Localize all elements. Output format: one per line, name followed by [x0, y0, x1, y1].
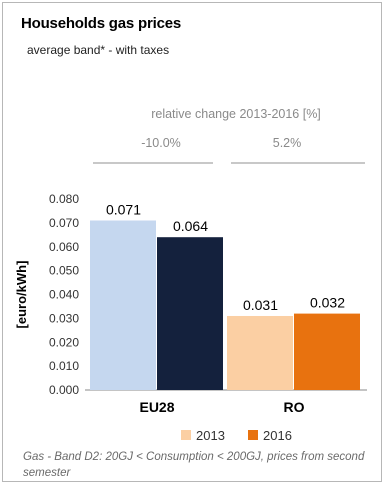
bar-eu28-2016 — [157, 237, 223, 390]
bar-ro-2016 — [294, 313, 360, 390]
chart-subtitle: average band* - with taxes — [27, 43, 170, 57]
footnote: Gas - Band D2: 20GJ < Consumption < 200G… — [23, 451, 365, 479]
bar-ro-2013 — [227, 315, 293, 390]
legend-swatch — [248, 430, 258, 440]
y-tick-label: 0.040 — [49, 288, 79, 302]
relative-change-eu28: -10.0% — [141, 136, 181, 150]
y-axis-label: [euro/kWh] — [14, 261, 29, 329]
y-tick-label: 0.000 — [49, 383, 79, 397]
legend-label: 2016 — [263, 428, 292, 443]
data-label: 0.031 — [243, 297, 278, 313]
bar-chart: 0.000 0.010 0.020 0.030 0.040 0.050 0.060 0.070… — [14, 192, 367, 443]
y-tick-label: 0.060 — [49, 240, 79, 254]
y-tick-label: 0.030 — [49, 311, 79, 325]
x-tick-label: RO — [284, 399, 305, 415]
y-tick-label: 0.010 — [49, 359, 79, 373]
data-label: 0.071 — [106, 201, 141, 217]
y-tick-label: 0.070 — [49, 216, 79, 230]
relative-change-divider-eu28 — [93, 162, 213, 164]
y-tick-label: 0.080 — [49, 192, 79, 206]
legend-label: 2013 — [196, 428, 225, 443]
x-tick-label: EU28 — [139, 399, 174, 415]
bar-eu28-2013 — [90, 220, 156, 390]
legend-swatch — [181, 430, 191, 440]
y-tick-label: 0.050 — [49, 264, 79, 278]
data-label: 0.032 — [310, 295, 345, 311]
chart-title: Households gas prices — [21, 15, 182, 32]
relative-change-title: relative change 2013-2016 [%] — [151, 107, 321, 121]
chart-panel: Households gas prices average band* - wi… — [2, 2, 382, 482]
data-label: 0.064 — [173, 218, 208, 234]
relative-change-divider-ro — [231, 162, 365, 164]
relative-change-ro: 5.2% — [272, 136, 302, 150]
y-tick-label: 0.020 — [49, 335, 79, 349]
